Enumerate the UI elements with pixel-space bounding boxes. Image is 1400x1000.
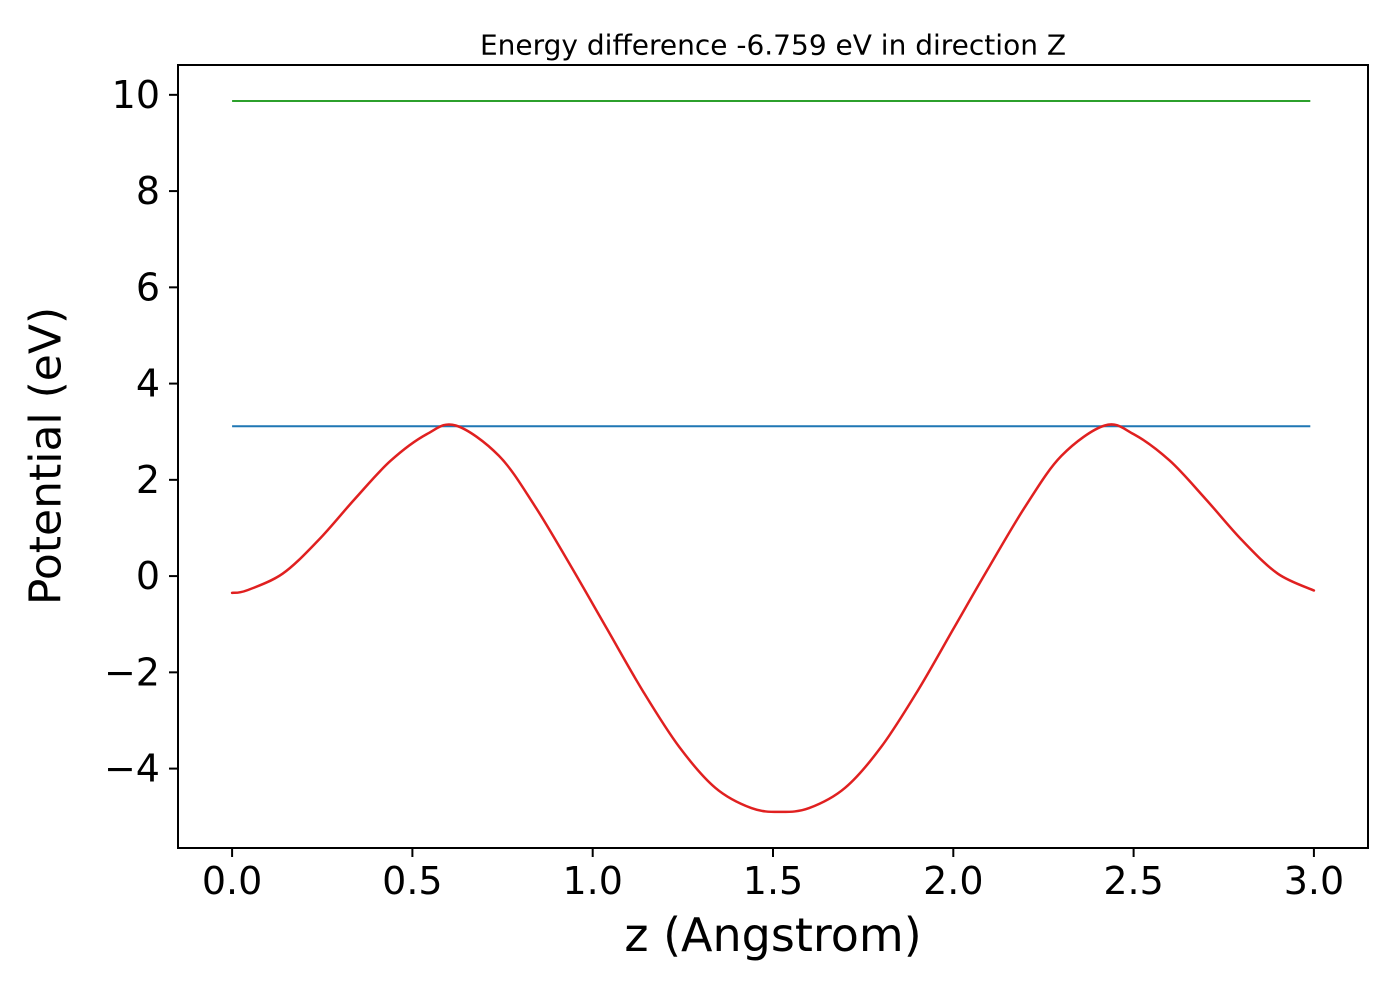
x-tick-label: 0.5 <box>382 859 442 903</box>
chart-title: Energy difference -6.759 eV in direction… <box>479 28 1067 62</box>
y-tick-label: 0 <box>136 554 160 598</box>
y-tick-label: 2 <box>136 458 160 502</box>
y-tick-label: 10 <box>112 73 160 117</box>
y-tick-label: 6 <box>136 265 160 309</box>
planar-average-potential-curve <box>230 423 1316 814</box>
y-axis-label: Potential (eV) <box>20 306 72 606</box>
x-tick-label: 3.0 <box>1284 859 1344 903</box>
y-tick-label: −4 <box>104 747 160 791</box>
y-tick-label: 8 <box>136 169 160 213</box>
x-tick-label: 2.0 <box>923 859 983 903</box>
x-tick-label: 2.5 <box>1103 859 1163 903</box>
y-tick-label: 4 <box>136 362 160 406</box>
y-tick-label: −2 <box>104 650 160 694</box>
axes-frame <box>177 64 1369 849</box>
x-axis-label: z (Angstrom) <box>624 908 922 962</box>
x-tick-label: 1.5 <box>743 859 803 903</box>
x-tick-label: 1.0 <box>562 859 622 903</box>
x-tick-label: 0.0 <box>202 859 262 903</box>
